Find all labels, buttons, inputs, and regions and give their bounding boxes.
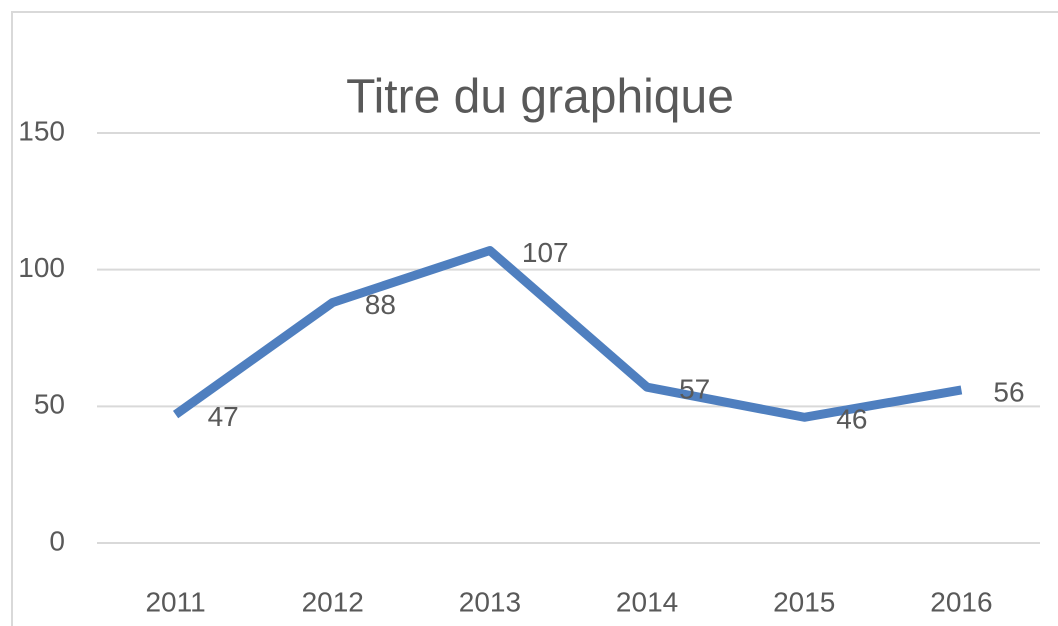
x-tick-label: 2013: [459, 586, 521, 617]
data-label: 56: [993, 376, 1024, 407]
y-tick-label: 50: [34, 389, 65, 420]
chart-frame: [11, 11, 1058, 626]
line: [172, 246, 963, 422]
data-label: 47: [208, 401, 239, 432]
x-tick-label: 2016: [930, 586, 992, 617]
x-tick-label: 2014: [616, 586, 678, 617]
x-tick-label: 2011: [145, 586, 205, 617]
y-tick-label: 150: [18, 115, 65, 146]
data-label: 88: [365, 289, 396, 320]
data-label: 57: [679, 374, 710, 405]
chart-title: Titre du graphique: [346, 71, 734, 124]
data-label: 107: [522, 237, 569, 268]
y-tick-label: 100: [18, 252, 65, 283]
data-label: 46: [836, 404, 867, 435]
y-tick-label: 0: [49, 525, 65, 556]
x-tick-label: 2015: [773, 586, 835, 617]
x-tick-label: 2012: [302, 586, 364, 617]
